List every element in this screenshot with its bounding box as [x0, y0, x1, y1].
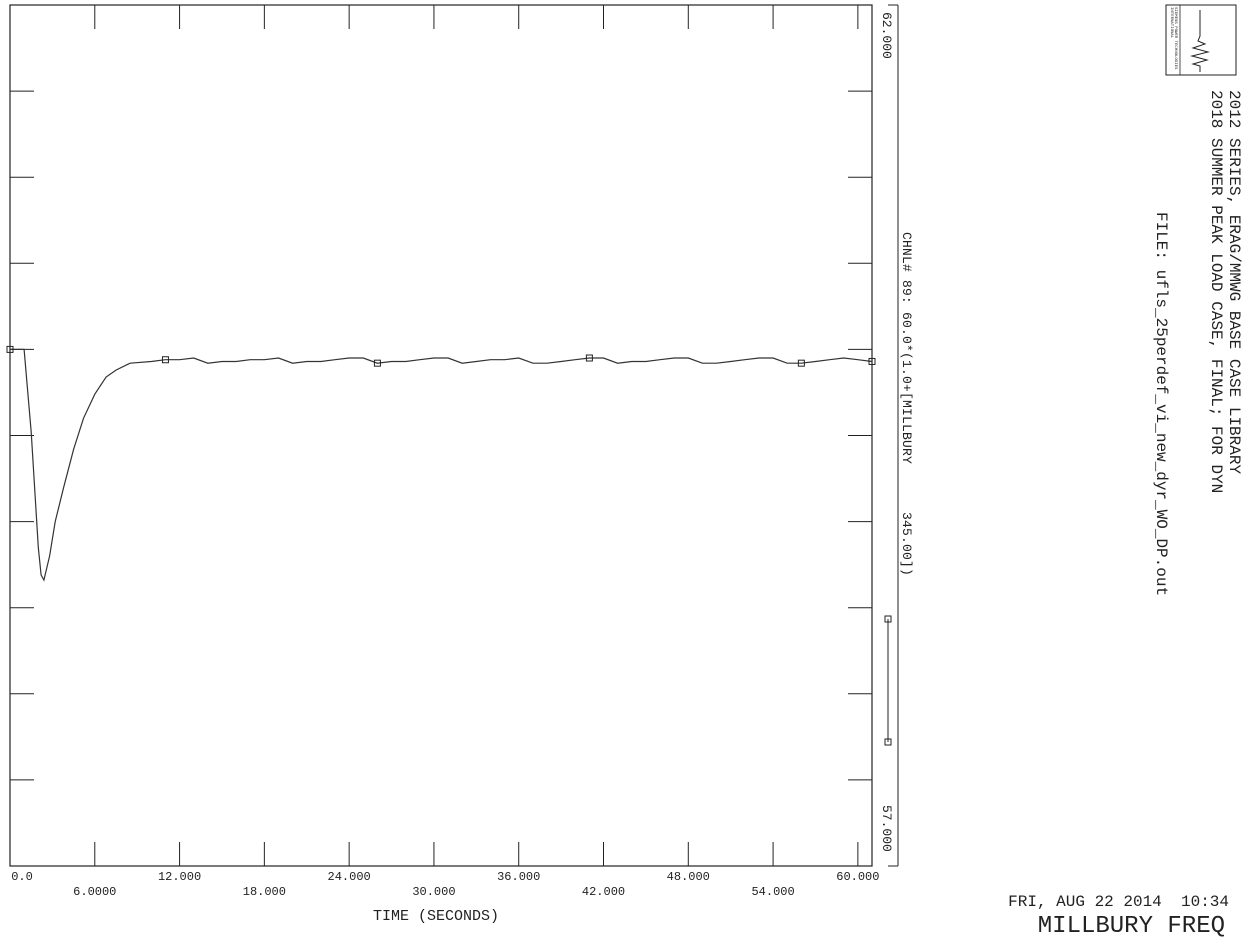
series-marker — [585, 354, 593, 362]
x-tick-label: 60.000 — [836, 870, 879, 884]
date-time-stamp: FRI, AUG 22 2014 10:34 — [1008, 893, 1229, 911]
x-tick-label: 54.000 — [751, 885, 794, 899]
x-tick-label: 18.000 — [243, 885, 286, 899]
logo-text: SIEMENS POWER TECHNOLOGIES INTERNATIONAL — [1169, 7, 1177, 70]
y-max-label: 62.000 — [879, 12, 894, 59]
header-title-line1: 2012 SERIES, ERAG/MMWG BASE CASE LIBRARY — [1225, 90, 1243, 475]
plot-frame — [9, 4, 873, 867]
x-axis-label: TIME (SECONDS) — [373, 908, 499, 925]
siemens-logo — [1165, 4, 1237, 76]
y-min-label: 57.000 — [879, 805, 894, 852]
series-legend-label: CHNL# 89: 60.0*(1.0+[MILLBURY 345.00]) — [899, 232, 914, 577]
x-tick-label: 0.0 — [11, 870, 33, 884]
series-markers — [6, 345, 876, 367]
series-marker — [6, 345, 14, 353]
series-line-millbury-freq — [10, 348, 873, 582]
x-tick-label: 48.000 — [667, 870, 710, 884]
series-marker — [373, 359, 381, 367]
file-name-label: FILE: ufls_25perdef_vi_new_dyr_WO_DP.out — [1152, 212, 1170, 597]
x-tick-label: 42.000 — [582, 885, 625, 899]
legend-marker-top — [884, 615, 892, 623]
legend-marker-bottom — [884, 738, 892, 746]
plot-title: MILLBURY FREQ — [1037, 913, 1225, 940]
series-marker — [868, 357, 876, 365]
x-tick-label: 6.0000 — [73, 885, 116, 899]
x-tick-labels: 0.0 12.000 24.000 36.000 48.000 60.000 6.0000 1… — [11, 870, 879, 899]
x-tick-label: 30.000 — [412, 885, 455, 899]
x-tick-label: 24.000 — [328, 870, 371, 884]
header-title-line2: 2018 SUMMER PEAK LOAD CASE, FINAL; FOR D… — [1207, 90, 1225, 494]
axis-ticks — [10, 5, 872, 866]
x-tick-label: 36.000 — [497, 870, 540, 884]
series-marker — [797, 359, 805, 367]
series-marker — [161, 356, 169, 364]
x-tick-label: 12.000 — [158, 870, 201, 884]
